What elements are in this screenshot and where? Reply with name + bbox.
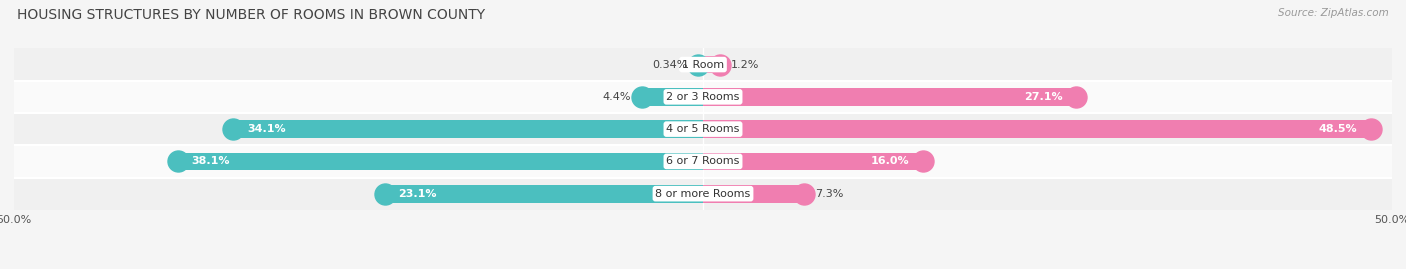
Text: 27.1%: 27.1% (1024, 92, 1063, 102)
Text: HOUSING STRUCTURES BY NUMBER OF ROOMS IN BROWN COUNTY: HOUSING STRUCTURES BY NUMBER OF ROOMS IN… (17, 8, 485, 22)
Bar (233, 120, 703, 138)
Text: 23.1%: 23.1% (398, 189, 437, 199)
Bar (14, 145, 1392, 178)
Bar (385, 185, 703, 203)
Text: 4.4%: 4.4% (603, 92, 631, 102)
Bar (703, 185, 804, 203)
Bar (14, 178, 1392, 210)
Text: 2 or 3 Rooms: 2 or 3 Rooms (666, 92, 740, 102)
Text: 4 or 5 Rooms: 4 or 5 Rooms (666, 124, 740, 134)
Bar (703, 88, 1077, 106)
Text: 34.1%: 34.1% (247, 124, 285, 134)
Text: 0.34%: 0.34% (652, 59, 688, 70)
Bar (703, 153, 924, 170)
Bar (703, 120, 1371, 138)
Bar (179, 153, 703, 170)
Text: 38.1%: 38.1% (191, 156, 231, 167)
Text: 1 Room: 1 Room (682, 59, 724, 70)
Text: 48.5%: 48.5% (1319, 124, 1358, 134)
Bar (643, 88, 703, 106)
Text: 1.2%: 1.2% (731, 59, 759, 70)
Text: 8 or more Rooms: 8 or more Rooms (655, 189, 751, 199)
Text: 6 or 7 Rooms: 6 or 7 Rooms (666, 156, 740, 167)
Text: Source: ZipAtlas.com: Source: ZipAtlas.com (1278, 8, 1389, 18)
Bar (14, 113, 1392, 145)
Bar (14, 81, 1392, 113)
Text: 7.3%: 7.3% (814, 189, 844, 199)
Bar (14, 48, 1392, 81)
Text: 16.0%: 16.0% (872, 156, 910, 167)
Bar (699, 56, 703, 73)
Bar (703, 56, 720, 73)
